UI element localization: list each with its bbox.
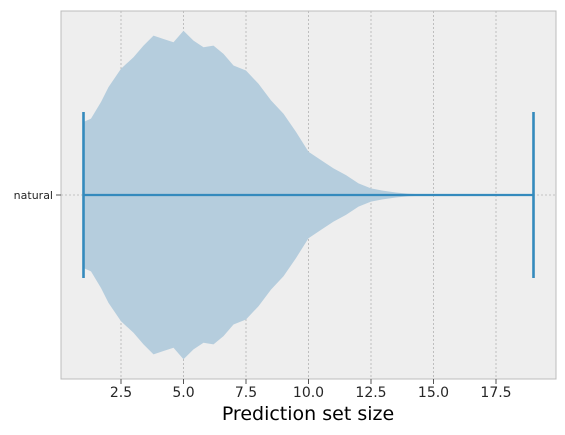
x-tick-label: 5.0 (172, 385, 194, 401)
y-axis: natural (14, 189, 61, 202)
x-tick-label: 15.0 (418, 385, 449, 401)
x-tick-label: 17.5 (480, 385, 511, 401)
y-tick-label: natural (14, 189, 53, 202)
x-tick-label: 2.5 (110, 385, 132, 401)
violin-lines (82, 112, 535, 278)
x-tick-label: 7.5 (235, 385, 257, 401)
x-tick-label: 10.0 (293, 385, 324, 401)
x-axis-title: Prediction set size (222, 403, 394, 425)
x-tick-label: 12.5 (355, 385, 386, 401)
x-axis: 2.5 5.0 7.5 10.0 12.5 15.0 17.5 (110, 379, 512, 401)
